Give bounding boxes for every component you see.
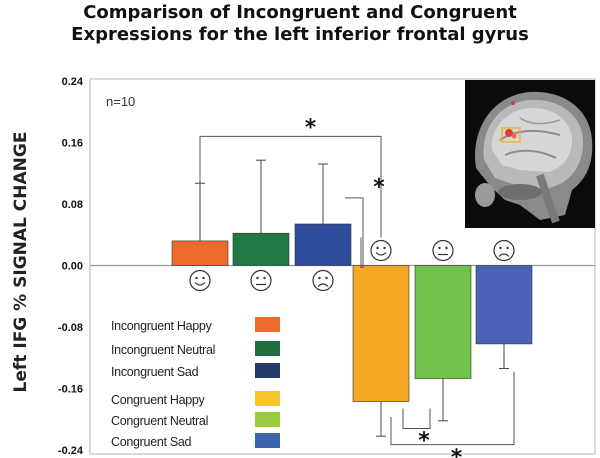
y-axis: 0.24 0.16 0.08 0.00 -0.08 -0.16 -0.24 xyxy=(58,76,84,457)
face-eye-left xyxy=(195,276,198,280)
y-axis-label: Left IFG % SIGNAL CHANGE xyxy=(11,132,31,393)
bar-1 xyxy=(232,232,290,266)
face-mouth xyxy=(317,283,329,287)
y-tick-label-4: -0.08 xyxy=(58,322,83,334)
y-tick-label-3: 0.00 xyxy=(62,261,83,273)
face-eye-left xyxy=(376,246,379,250)
bar-0 xyxy=(171,240,229,266)
face-eye-right xyxy=(325,276,328,280)
face-outline xyxy=(189,269,211,292)
significance-star-2: * xyxy=(418,428,430,453)
significance-group: * * * * xyxy=(199,115,515,458)
legend-label-1: Incongruent Neutral xyxy=(111,343,215,357)
sig-bracket-0 xyxy=(199,135,382,238)
neutral-face-icon xyxy=(432,239,454,262)
face-outline xyxy=(312,269,334,292)
face-mouth xyxy=(194,282,206,286)
brain-mri-inset xyxy=(465,80,595,228)
legend: Incongruent Happy Incongruent Neutral Inco… xyxy=(111,317,280,449)
face-outline xyxy=(370,239,392,262)
chart-title: Comparison of Incongruent and Congruent … xyxy=(0,2,600,46)
bar-2 xyxy=(294,223,352,266)
legend-swatch-5 xyxy=(255,433,280,448)
sig-bracket-2 xyxy=(402,408,431,429)
y-tick-label-5: -0.16 xyxy=(58,384,83,396)
sig-bracket-1 xyxy=(345,197,364,268)
bar-5 xyxy=(475,265,533,345)
face-eye-right xyxy=(383,246,386,250)
chart-title-line2: Expressions for the left inferior fronta… xyxy=(71,24,529,45)
n-annotation: n=10 xyxy=(106,94,135,109)
face-eye-left xyxy=(499,246,502,250)
significance-star-0: * xyxy=(305,115,317,140)
bars-group xyxy=(171,223,533,402)
face-eye-left xyxy=(256,276,259,280)
face-eye-right xyxy=(506,246,509,250)
legend-swatch-0 xyxy=(255,317,280,332)
happy-face-icon xyxy=(189,269,211,292)
y-tick-label-2: 0.08 xyxy=(62,199,83,211)
sad-face-icon xyxy=(493,239,515,262)
sad-face-icon xyxy=(312,269,334,292)
y-tick-label-0: 0.24 xyxy=(62,76,84,88)
legend-swatch-2 xyxy=(255,363,280,378)
legend-label-2: Incongruent Sad xyxy=(111,365,199,379)
face-outline xyxy=(432,239,454,262)
happy-face-icon xyxy=(370,239,392,262)
legend-label-4: Congruent Neutral xyxy=(111,414,208,428)
legend-label-5: Congruent Sad xyxy=(111,435,192,449)
legend-swatch-1 xyxy=(255,341,280,356)
chart-title-line1: Comparison of Incongruent and Congruent xyxy=(83,2,517,23)
face-mouth xyxy=(498,253,510,257)
face-outline xyxy=(493,239,515,262)
face-eye-right xyxy=(445,246,448,250)
neutral-face-icon xyxy=(250,269,272,292)
y-tick-label-6: -0.24 xyxy=(58,445,84,457)
legend-swatch-4 xyxy=(255,412,280,427)
error-bars-group xyxy=(195,159,509,437)
legend-swatch-3 xyxy=(255,391,280,406)
legend-label-0: Incongruent Happy xyxy=(111,319,213,333)
sig-bracket-3 xyxy=(390,371,515,446)
face-eye-right xyxy=(263,276,266,280)
legend-label-3: Congruent Happy xyxy=(111,393,206,407)
face-mouth xyxy=(375,252,387,256)
y-tick-label-1: 0.16 xyxy=(62,138,83,150)
significance-star-1: * xyxy=(373,175,385,200)
faces-group xyxy=(189,239,515,292)
face-eye-left xyxy=(318,276,321,280)
bar-4 xyxy=(414,265,472,379)
face-outline xyxy=(250,269,272,292)
bar-3 xyxy=(352,265,410,402)
significance-star-3: * xyxy=(451,446,463,458)
face-eye-right xyxy=(202,276,205,280)
face-eye-left xyxy=(438,246,441,250)
